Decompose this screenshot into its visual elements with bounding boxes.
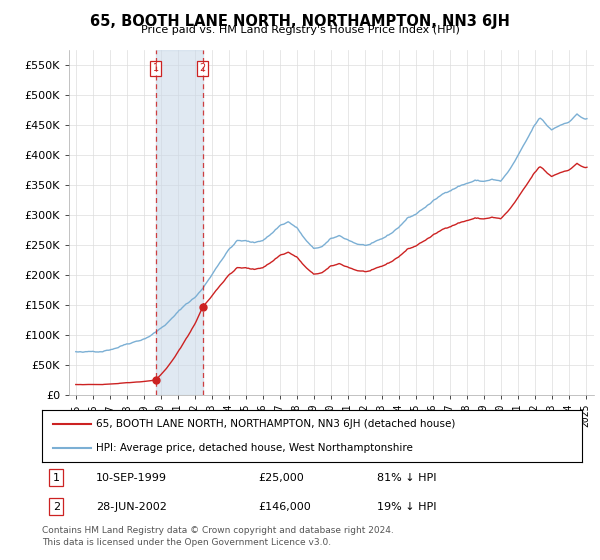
Text: 28-JUN-2002: 28-JUN-2002 [96,502,167,512]
Text: £146,000: £146,000 [258,502,311,512]
Text: 1: 1 [153,63,159,73]
Text: 65, BOOTH LANE NORTH, NORTHAMPTON, NN3 6JH: 65, BOOTH LANE NORTH, NORTHAMPTON, NN3 6… [90,14,510,29]
Text: 19% ↓ HPI: 19% ↓ HPI [377,502,436,512]
Text: 2: 2 [53,502,60,512]
Text: 1: 1 [53,473,60,483]
Text: 2: 2 [199,63,206,73]
Text: Contains HM Land Registry data © Crown copyright and database right 2024.
This d: Contains HM Land Registry data © Crown c… [42,526,394,547]
Text: 10-SEP-1999: 10-SEP-1999 [96,473,167,483]
Text: Price paid vs. HM Land Registry's House Price Index (HPI): Price paid vs. HM Land Registry's House … [140,25,460,35]
Bar [156,50,203,395]
Text: HPI: Average price, detached house, West Northamptonshire: HPI: Average price, detached house, West… [96,443,413,453]
Text: 65, BOOTH LANE NORTH, NORTHAMPTON, NN3 6JH (detached house): 65, BOOTH LANE NORTH, NORTHAMPTON, NN3 6… [96,419,455,430]
Text: 81% ↓ HPI: 81% ↓ HPI [377,473,436,483]
Text: £25,000: £25,000 [258,473,304,483]
